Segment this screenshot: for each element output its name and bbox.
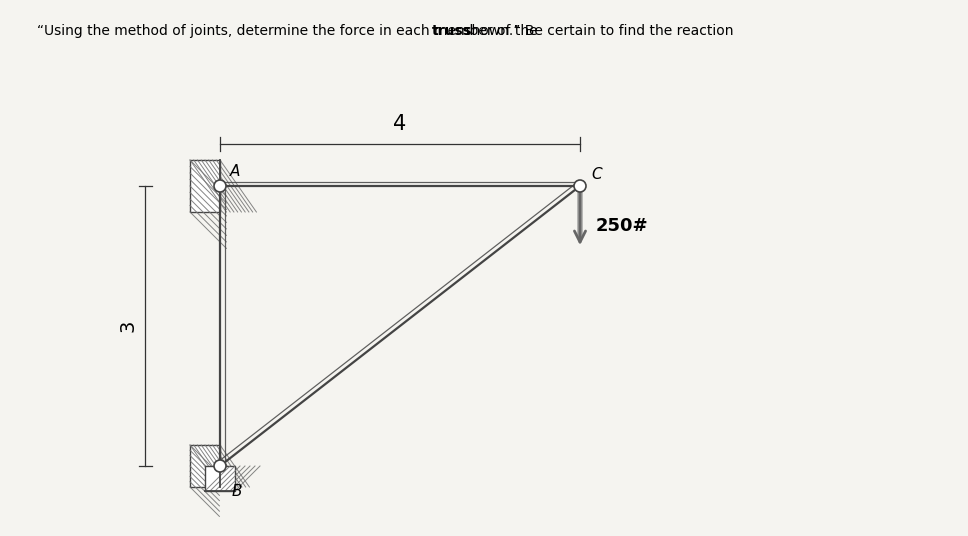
- Text: 4: 4: [393, 114, 407, 134]
- Text: 3: 3: [118, 320, 137, 332]
- Bar: [190, 160, 220, 212]
- Circle shape: [214, 180, 226, 192]
- Text: A: A: [230, 164, 240, 179]
- Text: truss: truss: [432, 24, 471, 38]
- Text: C: C: [591, 167, 602, 182]
- Circle shape: [214, 460, 226, 472]
- Bar: [190, 445, 220, 487]
- Bar: [205, 466, 235, 491]
- Text: “Using the method of joints, determine the force in each member of the: “Using the method of joints, determine t…: [37, 24, 542, 38]
- Circle shape: [574, 180, 586, 192]
- Text: 250#: 250#: [596, 217, 649, 235]
- Text: shown.” Be certain to find the reaction: shown.” Be certain to find the reaction: [460, 24, 734, 38]
- Text: B: B: [232, 484, 243, 499]
